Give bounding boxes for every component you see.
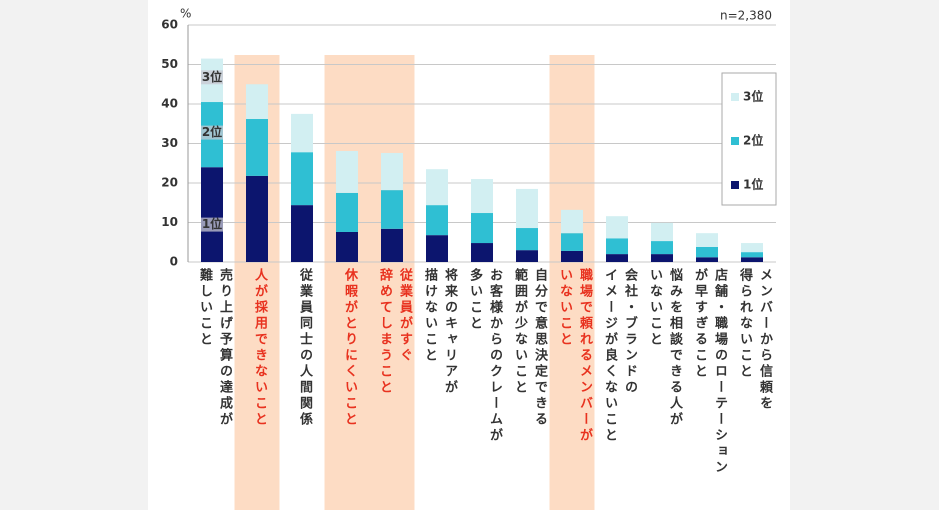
legend-label: 2位 <box>743 133 763 148</box>
bar-segment <box>651 254 673 262</box>
sample-note: n=2,380 <box>720 9 772 23</box>
bar-segment <box>606 238 628 255</box>
x-tick-label: 従業員同士の人間関係 <box>297 268 312 428</box>
highlight-band <box>324 55 370 510</box>
y-tick-label: 20 <box>161 176 178 190</box>
highlight-band <box>549 55 595 510</box>
segment-label-bg <box>201 217 223 232</box>
bar-segment <box>561 250 583 262</box>
x-tick-label: 従業員がすぐ 辞めてしまうこと <box>377 268 412 396</box>
x-tick-label: 将来のキャリアが 描けないこと <box>422 268 457 396</box>
bar-segment <box>651 241 673 255</box>
bar-segment <box>471 243 493 262</box>
bar-segment <box>516 188 538 229</box>
bar-segment <box>516 250 538 262</box>
bar-segment <box>246 84 268 120</box>
legend-swatch <box>731 137 739 145</box>
segment-label: 1位 <box>202 216 222 231</box>
y-tick-label: 50 <box>161 57 178 71</box>
y-unit: % <box>180 7 191 21</box>
x-tick-label: お客様からのクレームが 多いこと <box>467 268 502 444</box>
bar-segment <box>696 257 718 262</box>
x-tick-label: 休暇がとりにくいこと <box>342 268 357 428</box>
highlight-bands <box>234 55 595 510</box>
bar-segment <box>381 228 403 262</box>
bar-segment <box>606 254 628 262</box>
bar-segment <box>741 257 763 262</box>
bar-segment <box>696 233 718 247</box>
bar-segment <box>741 243 763 253</box>
x-tick-label: 自分で意思決定できる 範囲が少ないこと <box>512 268 547 428</box>
bar-segment <box>606 216 628 239</box>
bar-segment <box>741 252 763 258</box>
legend-label: 1位 <box>743 177 763 192</box>
bar-segment <box>426 169 448 206</box>
legend-swatch <box>731 93 739 101</box>
x-tick-label: メンバーから信頼を 得られないこと <box>737 268 772 412</box>
bar-segment <box>336 151 358 193</box>
x-tick-label: 売り上げ予算の達成が 難しいこと <box>197 268 232 428</box>
bar-segment <box>336 192 358 232</box>
bar-segment <box>246 119 268 176</box>
bar-segment <box>426 235 448 262</box>
y-tick-label: 10 <box>161 215 178 229</box>
x-tick-label: 悩みを相談できる人が いないこと <box>647 268 682 428</box>
legend-label: 3位 <box>743 89 763 104</box>
bar-segment <box>426 205 448 236</box>
x-tick-label: 店舗・職場のローテーション が早すぎること <box>692 268 727 476</box>
bar-segment <box>291 205 313 262</box>
y-tick-label: 30 <box>161 136 178 150</box>
bar-segment <box>651 222 673 242</box>
x-tick-label: 職場で頼れるメンバーが いないこと <box>557 268 592 444</box>
segment-label-bg <box>201 125 223 140</box>
bar-segment <box>696 246 718 258</box>
segment-label: 2位 <box>202 124 222 139</box>
y-tick-label: 40 <box>161 97 178 111</box>
y-tick-label: 60 <box>161 18 178 32</box>
bar-segment <box>201 167 223 262</box>
highlight-band <box>369 55 415 510</box>
legend-swatch <box>731 181 739 189</box>
x-tick-label: 人が採用できないこと <box>252 268 267 428</box>
bar-segment <box>471 179 493 214</box>
bar-segment <box>291 113 313 153</box>
x-tick-label: 会社・ブランドの イメージが良くないこと <box>602 268 637 444</box>
bar-segment <box>246 175 268 262</box>
bar-segment <box>381 152 403 191</box>
bar-segment <box>516 228 538 251</box>
segment-label-bg <box>201 70 223 85</box>
bar-segment <box>336 231 358 262</box>
y-tick-label: 0 <box>170 255 178 269</box>
bar-segment <box>381 190 403 229</box>
bar-segment <box>291 152 313 206</box>
segment-label: 3位 <box>202 69 222 84</box>
bar-segment <box>561 209 583 234</box>
bar-segment <box>471 213 493 244</box>
bar-segment <box>561 233 583 251</box>
